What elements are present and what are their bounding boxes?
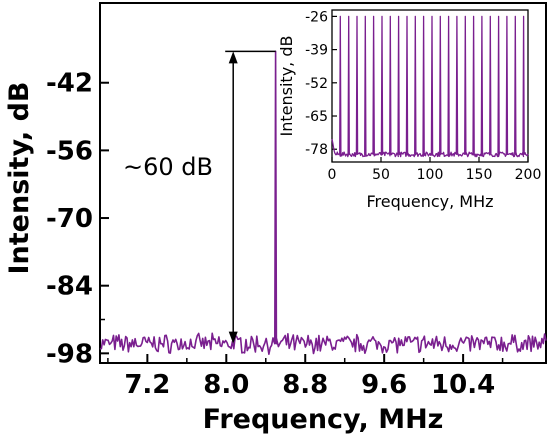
main-y-tick-label: -98 bbox=[46, 339, 93, 369]
inset-y-axis-label: Intensity, dB bbox=[277, 36, 296, 137]
inset-x-tick-labels: 0 50 100 150 200 bbox=[328, 167, 542, 183]
inset-y-tick-labels: -26 -39 -52 -65 -78 bbox=[305, 9, 328, 158]
inset-x-ticks bbox=[331, 157, 529, 162]
main-x-tick-label: 9.6 bbox=[361, 370, 407, 400]
main-x-tick-labels: 7.2 8.0 8.8 9.6 10.4 bbox=[124, 370, 495, 400]
main-x-ticks bbox=[107, 354, 504, 363]
main-y-tick-label: -42 bbox=[46, 69, 93, 99]
main-x-tick-label: 8.8 bbox=[282, 370, 328, 400]
inset-x-tick-label: 0 bbox=[328, 167, 337, 183]
inset-y-tick-label: -39 bbox=[305, 43, 328, 59]
main-x-tick-label: 10.4 bbox=[431, 370, 495, 400]
main-series-line bbox=[99, 50, 547, 355]
inset-y-ticks bbox=[332, 15, 337, 150]
inset-chart: 0 50 100 150 200 -26 -39 -52 -65 -78 Frequency, … bbox=[277, 9, 541, 211]
main-x-tick-label: 8.0 bbox=[203, 370, 249, 400]
inset-y-tick-label: -26 bbox=[305, 9, 328, 25]
inset-x-tick-label: 150 bbox=[466, 167, 493, 183]
main-y-ticks bbox=[100, 81, 109, 355]
main-y-tick-labels: -42 -56 -70 -84 -98 bbox=[46, 69, 93, 370]
main-x-tick-label: 7.2 bbox=[124, 370, 170, 400]
annotation-arrowhead-bottom bbox=[228, 331, 238, 344]
main-y-axis-label: Intensity, dB bbox=[4, 81, 35, 274]
inset-x-tick-label: 100 bbox=[417, 167, 444, 183]
inset-x-axis-label: Frequency, MHz bbox=[366, 192, 493, 211]
inset-y-tick-label: -78 bbox=[305, 142, 328, 158]
main-y-tick-label: -56 bbox=[46, 136, 93, 166]
inset-y-tick-label: -52 bbox=[305, 76, 328, 92]
inset-x-tick-label: 50 bbox=[372, 167, 390, 183]
main-y-tick-label: -70 bbox=[46, 204, 93, 234]
main-x-axis-label: Frequency, MHz bbox=[203, 404, 444, 435]
inset-series-line bbox=[331, 15, 529, 158]
main-y-tick-label: -84 bbox=[46, 272, 93, 302]
main-plot-frame bbox=[99, 2, 547, 364]
annotation-arrowhead-top bbox=[228, 51, 238, 64]
main-chart: 7.2 8.0 8.8 9.6 10.4 -42-56-70-84-98 ~60 dB … bbox=[4, 2, 547, 435]
annotation-label: ~60 dB bbox=[123, 153, 213, 181]
inset-y-tick-label: -65 bbox=[305, 109, 328, 125]
inset-x-tick-label: 200 bbox=[515, 167, 542, 183]
